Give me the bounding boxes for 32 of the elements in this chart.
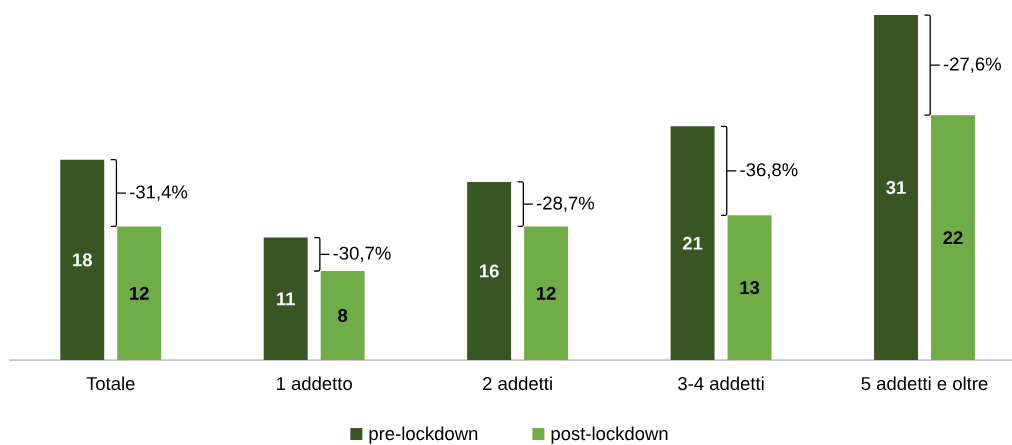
data-label: 12 <box>130 286 149 300</box>
data-label: 21 <box>682 236 703 250</box>
data-label: 16 <box>480 264 499 278</box>
x-tick-label: 1 addetto <box>277 376 352 391</box>
bar <box>320 270 365 360</box>
data-label: 31 <box>886 180 906 195</box>
bar <box>263 237 308 360</box>
annotation: -28,7% <box>536 196 595 212</box>
x-tick-label: Totale <box>86 376 135 391</box>
annotation: -31,4% <box>130 185 188 201</box>
annotation: -36,8% <box>740 163 798 179</box>
bar <box>670 126 715 360</box>
data-label: 22 <box>943 231 963 245</box>
x-tick-label: 2 addetti <box>483 376 552 391</box>
annotation: -30,7% <box>333 246 391 262</box>
bar <box>467 181 512 360</box>
bar <box>60 159 105 360</box>
data-label: 8 <box>338 308 348 323</box>
x-tick-label: 5 addetti e oltre <box>861 376 988 391</box>
data-label: 18 <box>73 253 92 267</box>
annotation: -27,6% <box>943 57 1001 73</box>
bar <box>524 226 569 360</box>
bar <box>727 215 772 360</box>
data-label: 13 <box>740 281 760 295</box>
data-label: 11 <box>277 292 295 306</box>
legend-label: post-lockdown <box>551 426 668 444</box>
data-label: 12 <box>536 286 556 300</box>
legend-label: pre-lockdown <box>369 426 478 444</box>
x-tick-label: 3-4 addetti <box>678 376 764 391</box>
bar <box>874 15 918 360</box>
bar <box>117 226 162 360</box>
bar <box>931 115 975 360</box>
